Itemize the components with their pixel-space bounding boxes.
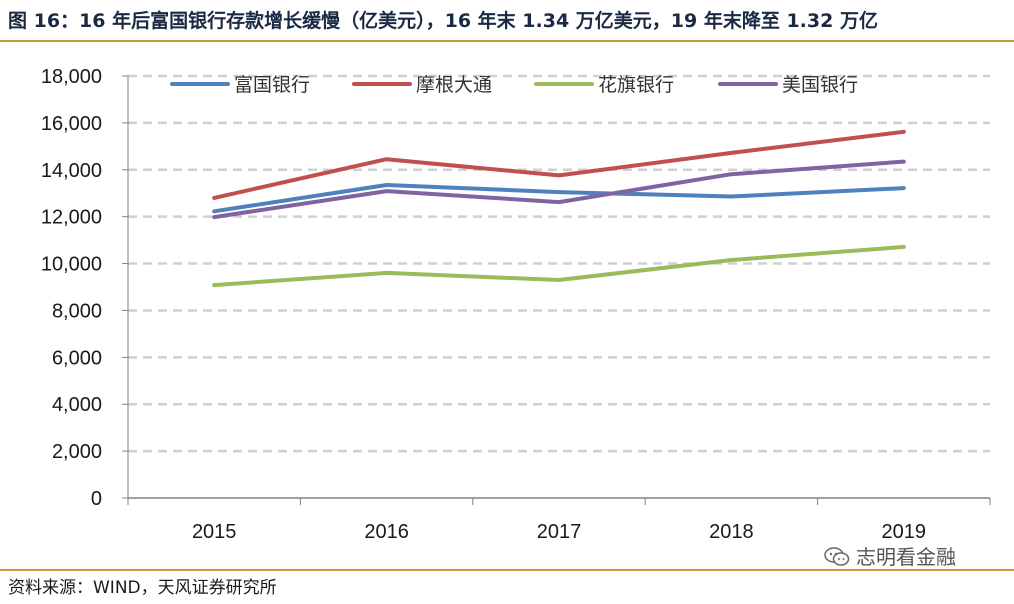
title-divider: [0, 40, 1014, 42]
series-line: [212, 159, 906, 220]
series-line: [212, 129, 906, 200]
legend-label: 摩根大通: [416, 74, 492, 96]
series-line: [212, 183, 906, 214]
footer-divider: [0, 569, 1014, 571]
series-lines: [212, 129, 906, 288]
y-tick-label: 0: [91, 488, 102, 510]
line-chart: 0 2,000 4,000 6,000 8,000 10,000 12,000 14,000 1…: [41, 66, 991, 543]
source-note: 资料来源：WIND，天风证券研究所: [8, 578, 277, 598]
y-tick-label: 8,000: [52, 300, 102, 322]
y-tick-label: 18,000: [41, 66, 102, 88]
y-axis: 0 2,000 4,000 6,000 8,000 10,000 12,000 14,000 1…: [41, 66, 129, 510]
y-tick-label: 12,000: [41, 207, 102, 229]
legend-label: 富国银行: [234, 74, 310, 96]
y-tick-label: 6,000: [52, 347, 102, 369]
x-axis: 2015 2016 2017 2018 2019: [127, 497, 991, 543]
y-tick-label: 2,000: [52, 441, 102, 463]
series-line: [212, 244, 906, 288]
y-tick-label: 14,000: [41, 160, 102, 182]
legend: 富国银行 摩根大通 花旗银行 美国银行: [170, 74, 858, 96]
figure-title: 图 16：16 年后富国银行存款增长缓慢（亿美元），16 年末 1.34 万亿美…: [8, 10, 878, 32]
watermark-text: 志明看金融: [856, 545, 956, 569]
y-tick-label: 4,000: [52, 394, 102, 416]
grid-lines: [128, 74, 990, 453]
x-tick-label: 2018: [709, 521, 754, 543]
y-tick-label: 16,000: [41, 113, 102, 135]
wechat-icon: [824, 547, 850, 566]
legend-label: 花旗银行: [598, 74, 674, 96]
x-tick-label: 2019: [882, 521, 927, 543]
x-tick-label: 2017: [537, 521, 582, 543]
x-tick-label: 2015: [192, 521, 237, 543]
watermark: 志明看金融: [824, 543, 956, 571]
y-tick-label: 10,000: [41, 254, 102, 276]
legend-label: 美国银行: [782, 74, 858, 96]
x-tick-label: 2016: [364, 521, 409, 543]
